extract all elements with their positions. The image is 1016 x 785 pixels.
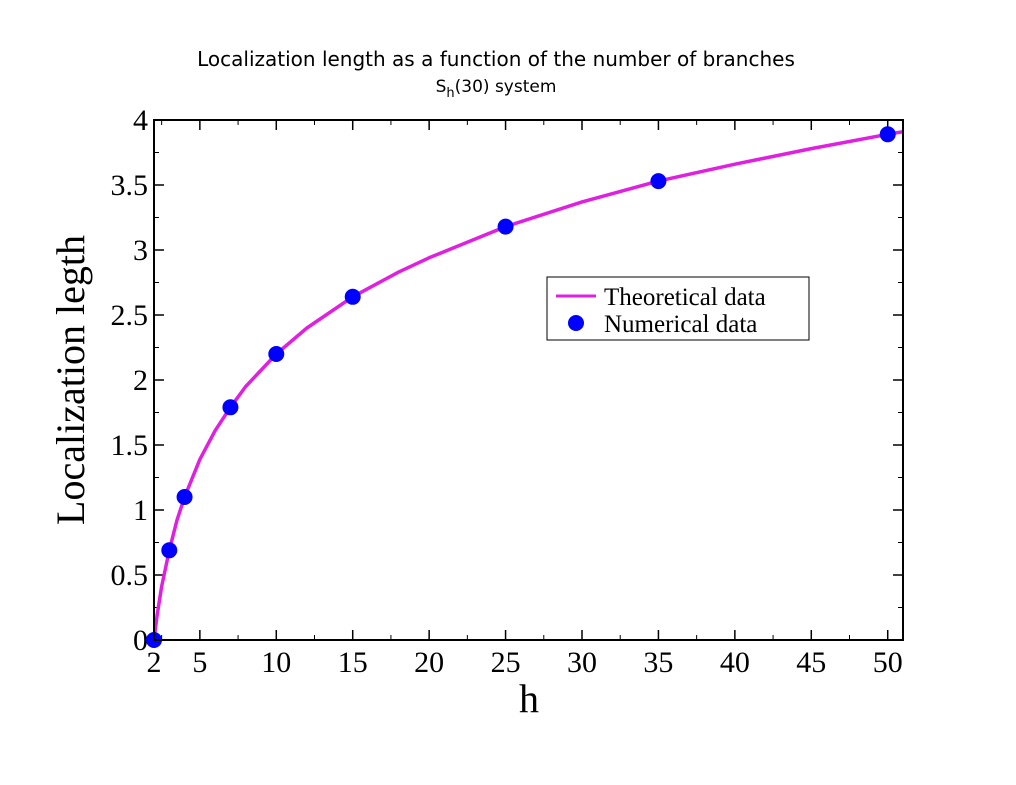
subtitle-main: S [436, 77, 447, 97]
axis-ticks [153, 119, 903, 641]
numerical-data-point [268, 346, 285, 362]
x-tick-label: 5 [192, 646, 207, 679]
x-axis-label: h [519, 676, 539, 721]
numerical-data-point [497, 218, 514, 235]
legend: Theoretical data Numerical data [546, 276, 810, 341]
x-tick-label: 15 [338, 646, 368, 679]
y-tick-label: 0.5 [111, 559, 149, 592]
x-tick-label: 10 [261, 646, 291, 679]
numerical-series [146, 126, 896, 648]
x-tick-label: 40 [720, 646, 750, 679]
y-tick-label: 2.5 [111, 299, 149, 332]
plot-frame [153, 119, 904, 641]
chart-subtitle: Sh(30) system [436, 77, 557, 101]
y-tick-label: 3.5 [111, 169, 149, 202]
chart-title: Localization length as a function of the… [197, 47, 795, 71]
x-tick-label: 35 [643, 646, 673, 679]
numerical-data-point [222, 399, 239, 416]
y-tick-label: 0 [133, 624, 148, 657]
x-tick-label: 30 [567, 646, 597, 679]
numerical-data-point [161, 542, 178, 559]
numerical-data-point [344, 288, 361, 305]
subtitle-rest: (30) system [455, 77, 557, 97]
x-tick-label: 50 [873, 646, 903, 679]
y-tick-label: 3 [133, 234, 148, 267]
legend-box [546, 276, 810, 341]
y-tick-label: 1 [133, 494, 148, 527]
x-tick-label: 2 [147, 646, 162, 679]
y-tick-label: 1.5 [111, 429, 149, 462]
legend-marker-swatch [568, 315, 584, 331]
x-tick-label: 20 [414, 646, 444, 679]
x-tick-label: 45 [796, 646, 826, 679]
theoretical-series [152, 129, 904, 641]
legend-label-numerical: Numerical data [604, 311, 757, 338]
y-tick-label: 2 [133, 364, 148, 397]
numerical-data-point [650, 173, 667, 190]
numerical-data-point [879, 126, 896, 143]
y-tick-label: 4 [133, 104, 148, 137]
theoretical-curve [152, 129, 904, 641]
legend-label-theoretical: Theoretical data [604, 284, 766, 311]
subtitle-subscript: h [446, 86, 454, 101]
numerical-data-point [176, 489, 193, 505]
x-tick-label: 25 [491, 646, 521, 679]
y-axis-label: Localization legth [48, 235, 93, 525]
